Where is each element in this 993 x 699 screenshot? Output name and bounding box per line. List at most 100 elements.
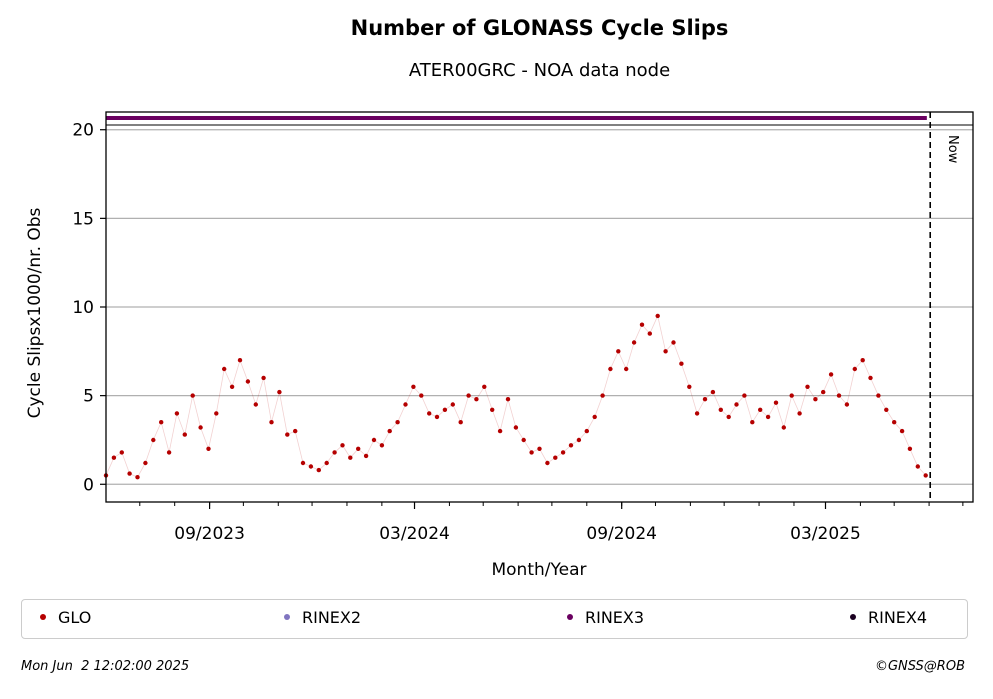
legend-label: RINEX4 — [868, 608, 928, 627]
x-tick-label: 09/2023 — [174, 524, 245, 544]
glo-point — [687, 384, 692, 389]
glo-point — [718, 407, 723, 412]
glo-trend-line — [105, 314, 926, 478]
glo-point — [316, 467, 321, 473]
legend-marker-rinex2 — [284, 613, 290, 620]
glo-point — [702, 397, 708, 402]
glo-point — [884, 407, 889, 412]
glo-point — [371, 437, 377, 443]
glo-point — [403, 402, 408, 407]
glo-point — [600, 393, 605, 398]
glo-point — [269, 420, 274, 425]
glo-point — [765, 414, 771, 420]
y-tick-label: 0 — [83, 475, 94, 495]
glo-series — [103, 313, 928, 480]
glo-point — [237, 358, 243, 363]
glo-point — [805, 384, 810, 389]
glo-point — [892, 420, 897, 425]
glo-point — [293, 428, 298, 434]
glo-point — [482, 384, 487, 389]
legend-marker-rinex4 — [850, 613, 856, 620]
glo-point — [773, 400, 779, 405]
glo-point — [395, 420, 400, 425]
glo-point — [915, 464, 920, 469]
y-tick-label: 15 — [72, 209, 94, 229]
glo-point — [458, 420, 463, 425]
glo-point — [750, 420, 755, 425]
glo-point — [505, 397, 511, 402]
glo-point — [229, 384, 235, 389]
glo-point — [521, 437, 526, 443]
glo-point — [300, 460, 306, 466]
glo-point — [608, 366, 613, 372]
glo-point — [434, 414, 440, 420]
glo-point — [127, 471, 132, 476]
glo-point — [474, 397, 479, 402]
legend-label: RINEX2 — [302, 608, 362, 627]
legend-label: GLO — [58, 608, 92, 627]
glo-point — [734, 402, 739, 407]
plot-area: 0 5 10 15 20 09/2023 03/2024 09/2024 03/2025 Cyc… — [25, 111, 974, 580]
glo-point — [340, 443, 345, 448]
glo-point — [789, 393, 794, 398]
glo-point — [797, 411, 802, 416]
glo-point — [135, 475, 140, 480]
glo-point — [742, 393, 747, 398]
glo-point — [324, 460, 329, 466]
glo-point — [655, 313, 660, 319]
glo-point — [592, 414, 597, 420]
glo-point — [821, 389, 826, 395]
glo-point — [450, 402, 455, 407]
glo-point — [758, 407, 763, 412]
glo-point — [876, 393, 881, 398]
glo-point — [387, 428, 392, 434]
copyright: ©GNSS@ROB — [874, 659, 965, 674]
glo-point — [277, 389, 282, 395]
legend: GLO RINEX2 RINEX3 RINEX4 — [21, 599, 968, 639]
glo-point — [166, 450, 172, 455]
x-axis-label: Month/Year — [491, 560, 586, 580]
glo-point — [624, 366, 629, 372]
legend-marker-rinex3 — [567, 613, 573, 620]
glo-point — [143, 460, 148, 466]
glo-point — [419, 393, 424, 398]
glo-point — [710, 389, 716, 395]
timestamp: Mon Jun 2 12:02:00 2025 — [21, 659, 190, 674]
glo-point — [836, 393, 842, 398]
glo-point — [466, 393, 471, 398]
glo-point — [111, 455, 117, 460]
glo-point — [442, 407, 448, 412]
legend-item-glo: GLO — [40, 608, 91, 627]
glo-point — [907, 446, 913, 451]
x-tick-label: 09/2024 — [586, 524, 657, 544]
glo-point — [198, 425, 203, 430]
glo-point — [868, 375, 873, 381]
glo-point — [285, 432, 290, 437]
glo-point — [923, 473, 928, 478]
glo-point — [245, 379, 251, 384]
glo-point — [852, 366, 857, 372]
glo-point — [576, 437, 582, 443]
glo-point — [553, 455, 558, 460]
glo-point — [174, 411, 180, 416]
plot-frame — [105, 111, 974, 503]
glo-point — [253, 402, 258, 407]
x-tick-label: 03/2025 — [790, 524, 861, 544]
now-marker-label: Now — [945, 135, 960, 164]
glo-point — [356, 446, 361, 451]
glo-point — [348, 455, 353, 460]
glo-point — [332, 450, 337, 455]
legend-label: RINEX3 — [585, 608, 645, 627]
glo-point — [639, 322, 645, 327]
chart-subtitle: ATER00GRC - NOA data node — [408, 60, 671, 81]
y-tick-label: 20 — [72, 121, 94, 141]
glo-point — [813, 397, 818, 402]
glo-point — [261, 375, 266, 381]
glo-point — [560, 450, 566, 455]
glo-point — [379, 443, 385, 448]
glo-point — [513, 425, 519, 430]
glo-point — [679, 361, 684, 366]
glo-point — [647, 331, 652, 336]
glo-point — [206, 446, 211, 451]
y-tick-label: 5 — [83, 387, 94, 407]
